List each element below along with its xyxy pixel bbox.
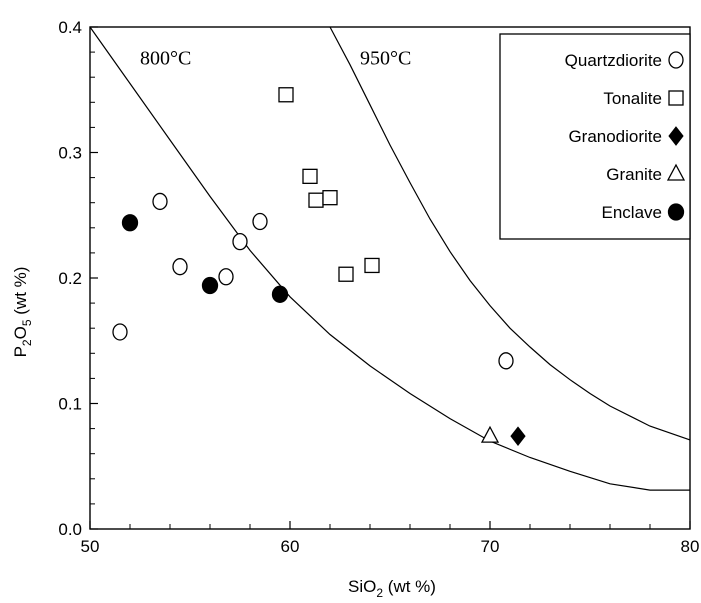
point-enclave-0	[121, 214, 139, 232]
legend-marker-granite	[666, 163, 686, 181]
curve-label-950c: 950°C	[360, 48, 411, 70]
y-tick-label-2: 0.2	[58, 269, 82, 288]
point-enclave-1	[201, 276, 219, 295]
y-tick-label-0: 0.0	[58, 520, 82, 539]
x-tick-label-70: 70	[481, 537, 500, 556]
point-quartzdiorite-1	[152, 192, 168, 211]
y-axis-label: P2O5 (wt %)	[11, 267, 34, 358]
curve-label-800c: 800°C	[140, 48, 191, 70]
axes-layer: 50 60 70 80 0.0 0.1 0.2 0.3 0.4	[58, 18, 699, 556]
legend-label-granite: Granite	[606, 165, 662, 184]
legend-marker-tonalite	[668, 90, 684, 106]
point-quartzdiorite-5	[252, 212, 268, 231]
curve-950c	[329, 26, 691, 441]
point-tonalite-4	[338, 266, 354, 282]
points-layer	[112, 87, 526, 446]
legend-label-granodiorite: Granodiorite	[568, 127, 662, 146]
x-axis-label: SiO2 (wt %)	[348, 577, 436, 600]
x-tick-label-50: 50	[81, 537, 100, 556]
x-tick-label-60: 60	[281, 537, 300, 556]
legend-label-tonalite: Tonalite	[603, 89, 662, 108]
point-quartzdiorite-6	[498, 352, 514, 370]
y-tick-label-3: 0.3	[58, 144, 82, 163]
point-tonalite-0	[278, 87, 294, 103]
legend: Quartzdiorite Tonalite Granodiorite Granite…	[499, 33, 691, 240]
y-tick-label-4: 0.4	[58, 18, 82, 37]
point-tonalite-5	[364, 257, 380, 274]
point-enclave-2	[271, 285, 289, 303]
point-tonalite-1	[302, 168, 318, 184]
curve-800c	[89, 26, 690, 491]
curve-labels-layer: 800°C 950°C	[140, 48, 411, 70]
x-tick-label-80: 80	[681, 537, 700, 556]
point-tonalite-3	[322, 190, 338, 206]
point-quartzdiorite-4	[232, 232, 248, 251]
point-quartzdiorite-0	[112, 323, 128, 341]
point-tonalite-2	[308, 192, 324, 208]
point-quartzdiorite-3	[218, 268, 234, 286]
legend-marker-granodiorite	[668, 126, 684, 146]
point-granodiorite-0	[510, 426, 526, 446]
legend-marker-quartzdiorite	[668, 51, 684, 69]
point-granite-0	[480, 425, 500, 443]
legend-box	[499, 33, 691, 240]
point-quartzdiorite-2	[172, 258, 188, 276]
legend-label-quartzdiorite: Quartzdiorite	[565, 51, 662, 70]
legend-label-enclave: Enclave	[602, 203, 662, 222]
y-tick-label-1: 0.1	[58, 395, 82, 414]
legend-marker-enclave	[667, 203, 685, 221]
curves-layer	[89, 26, 691, 491]
